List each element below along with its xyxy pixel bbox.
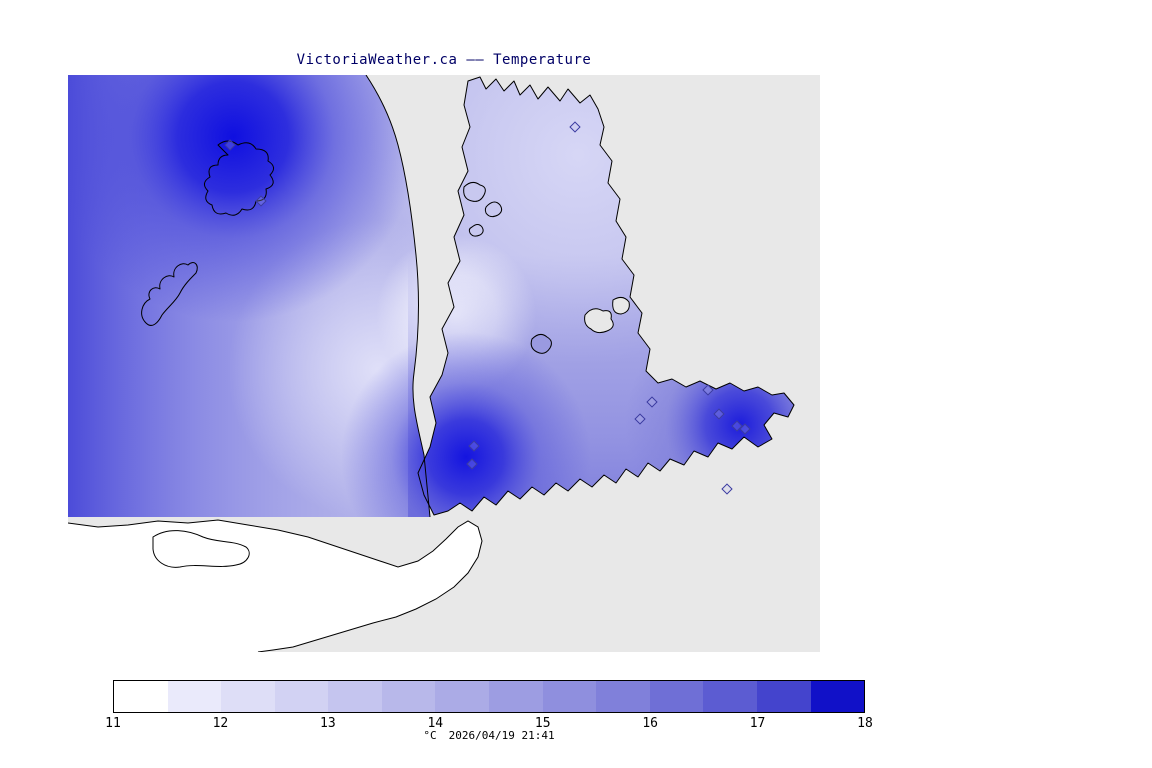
coastline <box>141 75 795 518</box>
colorbar-segment <box>649 681 704 712</box>
colorbar-segment <box>542 681 597 712</box>
colorbar-ticks: 11 12 13 14 15 16 17 18 <box>105 716 873 732</box>
colorbar-tick-label: 14 <box>427 716 444 731</box>
colorbar-segment <box>435 681 490 712</box>
footer-caption: °C 2026/04/19 21:41 <box>113 729 865 742</box>
colorbar-segment <box>328 681 382 712</box>
colorbar-tick-label: 17 <box>749 716 766 731</box>
colorbar-tick-label: 18 <box>857 716 873 731</box>
colorbar-tick-label: 15 <box>534 716 551 731</box>
colorbar-tick-label: 16 <box>642 716 658 731</box>
land-mask <box>68 519 483 652</box>
colorbar-segment <box>114 681 168 712</box>
colorbar-segment <box>489 681 543 712</box>
colorbar <box>113 680 865 713</box>
colorbar-segment <box>756 681 811 712</box>
timestamp: 2026/04/19 21:41 <box>448 729 555 742</box>
colorbar-segment <box>221 681 275 712</box>
temperature-map <box>68 75 820 652</box>
colorbar-segment <box>596 681 650 712</box>
units-label: °C <box>423 729 437 742</box>
colorbar-segment <box>167 681 222 712</box>
colorbar-tick-label: 12 <box>212 716 229 731</box>
colorbar-tick-label: 13 <box>320 716 336 731</box>
map-title: VictoriaWeather.ca —— Temperature <box>296 52 592 68</box>
map-svg <box>68 75 820 652</box>
colorbar-segment <box>810 681 865 712</box>
colorbar-segment <box>381 681 436 712</box>
colorbar-segment <box>274 681 329 712</box>
colorbar-tick-label: 11 <box>105 716 121 731</box>
colorbar-segments <box>113 680 865 713</box>
colorbar-segment <box>703 681 757 712</box>
